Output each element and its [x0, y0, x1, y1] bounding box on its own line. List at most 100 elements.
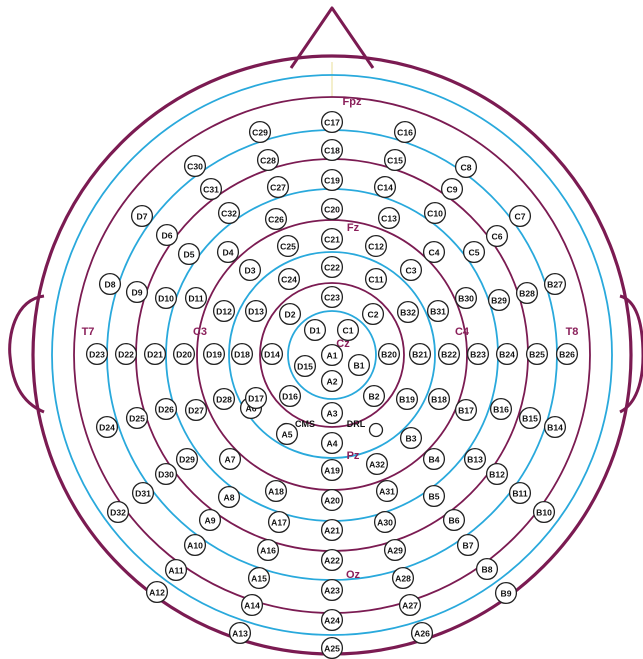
electrode-a22: A22	[322, 550, 343, 571]
electrode-label: B22	[441, 350, 457, 360]
electrode-label: B17	[458, 406, 474, 416]
electrode-label: C32	[221, 209, 237, 219]
electrode-label: A28	[395, 574, 411, 584]
electrode-label: D4	[223, 248, 234, 258]
electrode-b3: B3	[401, 428, 422, 449]
electrode-d16: D16	[280, 386, 301, 407]
electrode-c27: C27	[268, 177, 289, 198]
electrode-label: D1	[310, 326, 321, 336]
electrode-d25: D25	[127, 408, 148, 429]
electrode-label: A24	[324, 616, 340, 626]
electrode-b29: B29	[489, 290, 510, 311]
electrode-label: C22	[324, 263, 340, 273]
electrode-c18: C18	[322, 140, 343, 161]
electrode-c6: C6	[487, 226, 508, 247]
electrode-b14: B14	[545, 417, 566, 438]
electrode-label: A31	[379, 487, 395, 497]
electrode-b24: B24	[497, 344, 518, 365]
electrode-a17: A17	[269, 512, 290, 533]
electrode-label: B3	[406, 434, 417, 444]
electrode-label: B10	[536, 508, 552, 518]
electrode-label: A15	[251, 574, 267, 584]
electrode-c25: C25	[278, 236, 299, 257]
electrode-label: A2	[327, 377, 338, 387]
electrode-label: C6	[492, 232, 503, 242]
electrode-label: B9	[501, 589, 512, 599]
electrode-label: A30	[377, 518, 393, 528]
electrode-b11: B11	[510, 483, 531, 504]
electrode-label: A3	[327, 409, 338, 419]
electrode-d3: D3	[240, 260, 261, 281]
electrode-label: B21	[412, 350, 428, 360]
electrode-label: B7	[463, 541, 474, 551]
electrode-label: D19	[206, 350, 222, 360]
position-label-fz: Fz	[347, 222, 360, 234]
electrode-b13: B13	[465, 449, 486, 470]
nose-outline	[291, 8, 373, 68]
electrode-d4: D4	[218, 242, 239, 263]
electrode-d28: D28	[214, 389, 235, 410]
electrode-c31: C31	[201, 179, 222, 200]
electrode-d32: D32	[108, 502, 129, 523]
position-label-oz: Oz	[346, 569, 361, 581]
electrode-label: D21	[147, 350, 163, 360]
electrode-c12: C12	[366, 236, 387, 257]
electrode-label: A26	[414, 629, 430, 639]
electrode-d15: D15	[295, 356, 316, 377]
electrode-label: C7	[515, 212, 526, 222]
electrode-label: C1	[343, 326, 354, 336]
electrode-c3: C3	[401, 260, 422, 281]
ref-label-cms: CMS	[295, 419, 315, 429]
electrode-label: D31	[135, 489, 151, 499]
electrode-label: D14	[264, 350, 280, 360]
electrode-c28: C28	[258, 150, 279, 171]
electrode-label: C31	[203, 185, 219, 195]
electrode-c32: C32	[219, 203, 240, 224]
electrode-label: D15	[297, 362, 313, 372]
electrode-a12: A12	[147, 582, 168, 603]
electrode-b2: B2	[364, 386, 385, 407]
electrode-d5: D5	[179, 244, 200, 265]
electrode-c16: C16	[395, 122, 416, 143]
electrode-label: B25	[529, 350, 545, 360]
electrode-label: C13	[381, 214, 397, 224]
electrode-d27: D27	[186, 400, 207, 421]
electrode-label: A13	[232, 629, 248, 639]
electrode-d19: D19	[204, 344, 225, 365]
electrode-a20: A20	[322, 490, 343, 511]
electrode-a32: A32	[367, 454, 388, 475]
electrode-label: D12	[216, 307, 232, 317]
electrode-d8: D8	[100, 274, 121, 295]
electrode-label: C12	[368, 242, 384, 252]
electrode-a14: A14	[242, 595, 263, 616]
electrode-label: D28	[216, 395, 232, 405]
electrode-label: C4	[429, 248, 440, 258]
electrode-d17: D17	[246, 388, 267, 409]
electrode-label: B11	[512, 489, 528, 499]
electrode-c9: C9	[442, 179, 463, 200]
electrode-b5: B5	[424, 486, 445, 507]
electrode-a15: A15	[249, 568, 270, 589]
electrode-a25: A25	[322, 638, 343, 659]
electrode-b1: B1	[349, 355, 370, 376]
electrode-label: A14	[244, 601, 260, 611]
electrode-label: A16	[260, 546, 276, 556]
electrode-d22: D22	[116, 344, 137, 365]
electrode-label: A25	[324, 644, 340, 654]
electrode-b22: B22	[439, 344, 460, 365]
electrode-b27: B27	[545, 274, 566, 295]
position-label-t7: T7	[82, 326, 95, 338]
electrode-d2: D2	[280, 304, 301, 325]
electrode-label: C25	[280, 242, 296, 252]
electrode-b7: B7	[458, 535, 479, 556]
electrode-label: A18	[268, 487, 284, 497]
electrode-a10: A10	[185, 535, 206, 556]
electrode-label: C18	[324, 146, 340, 156]
electrode-label: D16	[282, 392, 298, 402]
electrode-label: A22	[324, 556, 340, 566]
electrode-label: D2	[285, 310, 296, 320]
electrode-label: A20	[324, 496, 340, 506]
electrode-label: D22	[118, 350, 134, 360]
electrode-label: C19	[324, 176, 340, 186]
electrode-a31: A31	[377, 481, 398, 502]
